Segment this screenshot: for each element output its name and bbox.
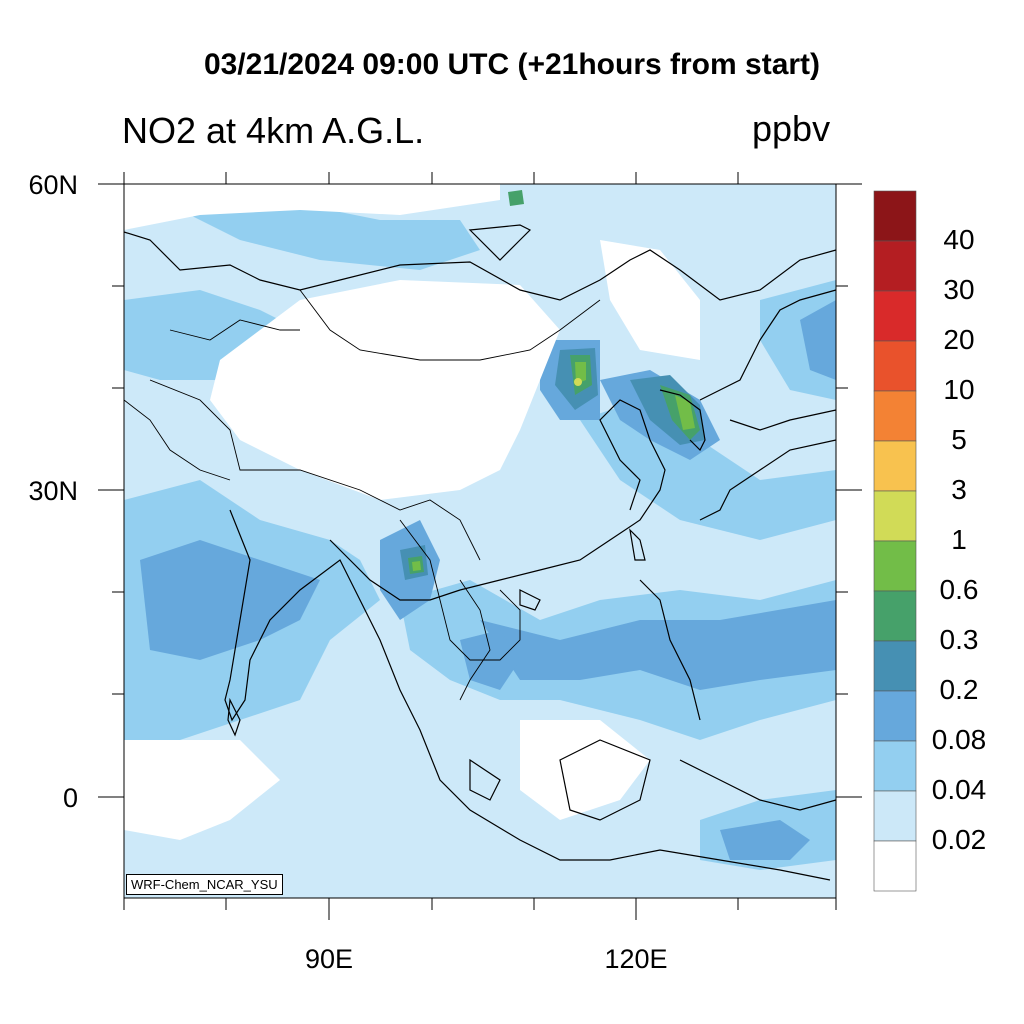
no2-field-3 <box>574 378 582 386</box>
colorbar-tick-label: 0.08 <box>931 724 987 755</box>
colorbar-swatch <box>873 840 917 892</box>
colorbar-swatch <box>873 190 917 242</box>
model-tag: WRF-Chem_NCAR_YSU <box>126 874 283 895</box>
colorbar-tick-label: 30 <box>943 274 975 305</box>
colorbar-swatch <box>873 490 917 542</box>
lat-label-30n: 30N <box>28 476 78 506</box>
map-panel <box>98 172 862 920</box>
colorbar-tick-label: 0.2 <box>939 674 979 705</box>
lat-label-60n: 60N <box>28 170 78 200</box>
colorbar-swatch <box>873 440 917 492</box>
variable-label: NO2 at 4km A.G.L. <box>122 110 425 151</box>
colorbar-tick-label: 0.02 <box>931 824 987 855</box>
colorbar-swatch <box>873 540 917 592</box>
colorbar-swatch <box>873 240 917 292</box>
colorbar-swatch <box>873 690 917 742</box>
colorbar-tick-label: 0.6 <box>939 574 979 605</box>
colorbar-tick-label: 1 <box>951 524 967 555</box>
units-label: ppbv <box>752 108 831 149</box>
colorbar <box>873 190 917 892</box>
colorbar-tick-label: 40 <box>943 224 975 255</box>
colorbar-tick-label: 0.04 <box>931 774 987 805</box>
colorbar-swatch <box>873 640 917 692</box>
colorbar-swatch <box>873 740 917 792</box>
lon-label-90e: 90E <box>304 944 354 974</box>
colorbar-swatch <box>873 390 917 442</box>
colorbar-tick-label: 0.3 <box>939 624 979 655</box>
country-borders <box>123 289 601 701</box>
colorbar-tick-label: 5 <box>951 424 967 455</box>
coastlines <box>123 224 837 881</box>
graticule-ticks <box>98 172 862 920</box>
lat-label-0: 0 <box>62 783 78 813</box>
colorbar-tick-label: 20 <box>943 324 975 355</box>
colorbar-tick-label: 10 <box>943 374 975 405</box>
colorbar-swatch <box>873 290 917 342</box>
colorbar-swatch <box>873 590 917 642</box>
no2-field-low <box>124 184 700 840</box>
colorbar-swatch <box>873 340 917 392</box>
colorbar-swatch <box>873 790 917 842</box>
lon-label-120e: 120E <box>604 944 668 974</box>
plot-title: 03/21/2024 09:00 UTC (+21hours from star… <box>203 48 821 81</box>
colorbar-tick-label: 3 <box>951 474 967 505</box>
